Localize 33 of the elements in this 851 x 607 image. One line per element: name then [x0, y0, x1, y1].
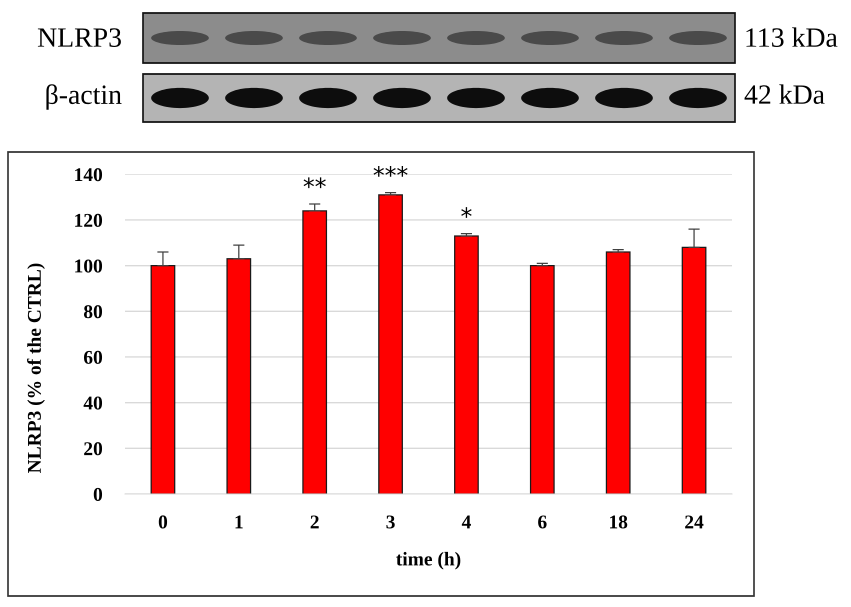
y-tick-label: 100	[75, 259, 102, 273]
y-tick-label: 80	[84, 305, 102, 318]
y-tick-label: 120	[75, 214, 102, 227]
text: NLRP3	[38, 28, 121, 47]
y-tick-label: 0	[94, 488, 102, 501]
x-tick-label: 0	[158, 515, 168, 529]
y-tick-label: 140	[75, 168, 102, 182]
bar	[606, 251, 631, 494]
x-tick-label: 4	[462, 516, 471, 528]
x-tick-label: 1	[236, 515, 243, 528]
text: 113 kDa	[746, 27, 838, 47]
y-tick-label: 60	[84, 350, 102, 364]
y-tick-label: 20	[84, 442, 102, 456]
annotation: ***	[374, 166, 408, 177]
bar	[530, 265, 555, 494]
bar	[378, 194, 403, 494]
x-tick-label: 2	[310, 515, 319, 528]
y-axis-title: NLRP3 (% of the CTRL)	[27, 264, 45, 473]
x-tick-label: 24	[685, 515, 704, 528]
x-tick-label: 18	[610, 515, 628, 529]
text: 42 kDa	[744, 84, 825, 104]
x-tick-label: 6	[538, 515, 547, 529]
y-tick-label: 40	[84, 396, 102, 410]
x-tick-label: 3	[386, 515, 395, 529]
text: β-actin	[46, 84, 122, 110]
annotation: *	[461, 207, 472, 218]
bar	[150, 265, 176, 494]
x-axis-title: time (h)	[396, 552, 460, 570]
bar	[226, 258, 252, 494]
bar	[454, 235, 479, 494]
annotation: **	[304, 177, 326, 188]
bar	[682, 246, 706, 494]
bar	[302, 210, 328, 494]
